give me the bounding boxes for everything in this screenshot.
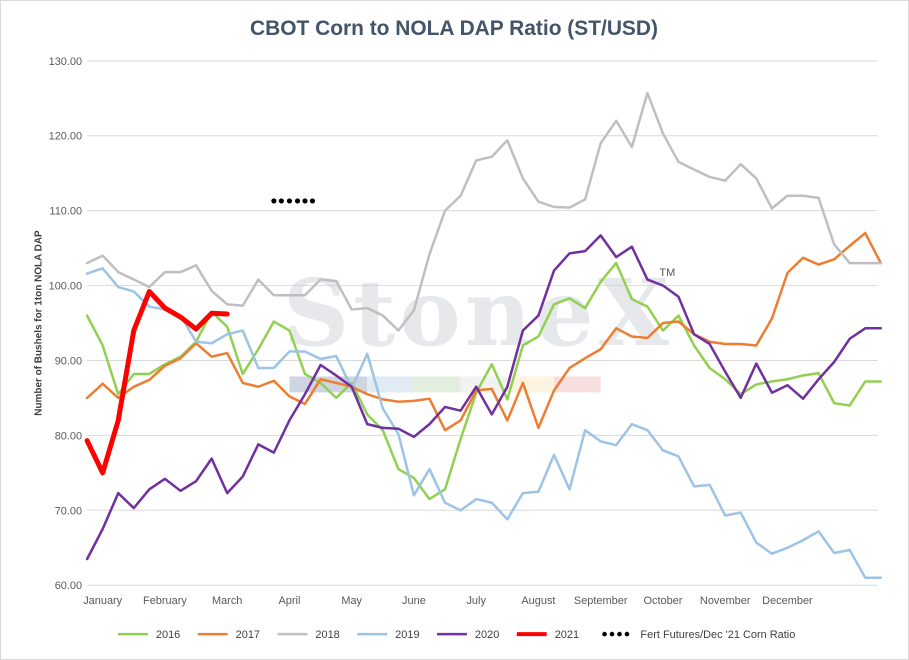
x-tick-label: July	[466, 595, 486, 607]
x-tick-label: December	[762, 595, 813, 607]
x-tick-label: June	[402, 595, 426, 607]
watermark-text: StoneX	[283, 259, 673, 367]
color-band	[413, 376, 461, 393]
legend-item-2019: 2019	[357, 629, 420, 641]
legend-item-2020: 2020	[437, 629, 499, 641]
color-band	[367, 376, 414, 393]
legend-item-2016: 2016	[118, 629, 180, 641]
chart-title: CBOT Corn to NOLA DAP Ratio (ST/USD)	[250, 17, 658, 40]
series-line-2017	[85, 231, 883, 432]
legend-label: 2017	[236, 629, 260, 641]
legend-dot	[624, 631, 630, 637]
x-tick-label: September	[574, 595, 628, 607]
y-tick-label: 90.00	[55, 355, 82, 367]
legend-label: 2016	[156, 629, 180, 641]
color-band	[460, 376, 508, 393]
color-band	[554, 376, 601, 393]
y-tick-label: 80.00	[55, 430, 82, 442]
gridlines	[87, 60, 878, 586]
x-tick-label: November	[700, 595, 751, 607]
y-tick-label: 130.00	[49, 56, 83, 68]
series-lines	[84, 91, 883, 579]
legend-item-2021: 2021	[516, 629, 579, 641]
x-tick-label: April	[278, 595, 300, 607]
legend-label: Fert Futures/Dec '21 Corn Ratio	[640, 629, 795, 641]
color-band	[507, 376, 555, 393]
legend-dot	[617, 631, 622, 637]
series-line-2018	[85, 91, 883, 332]
legend-dot	[609, 631, 615, 637]
x-tick-label: May	[341, 595, 362, 607]
y-tick-label: 70.00	[55, 505, 82, 517]
watermark-mark: TM	[659, 267, 675, 279]
x-tick-label: August	[521, 595, 555, 607]
series-line-2019	[85, 267, 883, 579]
x-tick-label: March	[212, 595, 242, 607]
legend: 2016 2017 2018 2019 2020 2021 Fert Futures/Dec…	[118, 629, 795, 641]
series-line-2021	[84, 289, 230, 476]
x-axis-ticks: January February March April May June July Augu…	[83, 595, 813, 607]
fert-futures-point	[302, 198, 308, 204]
legend-label: 2019	[395, 629, 419, 641]
legend-item-2018: 2018	[277, 629, 340, 641]
fert-futures-point	[286, 198, 293, 204]
series-line-2016	[85, 261, 883, 501]
y-axis-ticks: 60.00 70.00 80.00 90.00 100.00 110.00 120.00 13…	[49, 56, 83, 592]
fert-futures-dots	[271, 198, 316, 204]
y-axis-label: Number of Bushels for 1ton NOLA DAP	[33, 230, 44, 416]
legend-label: 2018	[315, 629, 339, 641]
color-bands	[289, 376, 601, 393]
y-tick-label: 120.00	[49, 131, 83, 143]
legend-label: 2020	[475, 629, 499, 641]
fert-futures-point	[271, 198, 277, 204]
series-line-2020	[85, 234, 883, 561]
legend-item-fert-futures: Fert Futures/Dec '21 Corn Ratio	[602, 629, 795, 641]
x-tick-label: January	[83, 595, 122, 607]
fert-futures-point	[278, 198, 284, 204]
legend-dot	[602, 631, 607, 637]
y-tick-label: 110.00	[49, 206, 82, 218]
fert-futures-point	[309, 198, 316, 204]
x-tick-label: February	[143, 595, 187, 607]
y-tick-label: 100.00	[49, 281, 83, 293]
y-tick-label: 60.00	[55, 580, 82, 592]
fert-futures-point	[294, 198, 301, 204]
legend-label: 2021	[555, 629, 579, 641]
legend-item-2017: 2017	[197, 629, 260, 641]
x-tick-label: October	[643, 595, 682, 607]
